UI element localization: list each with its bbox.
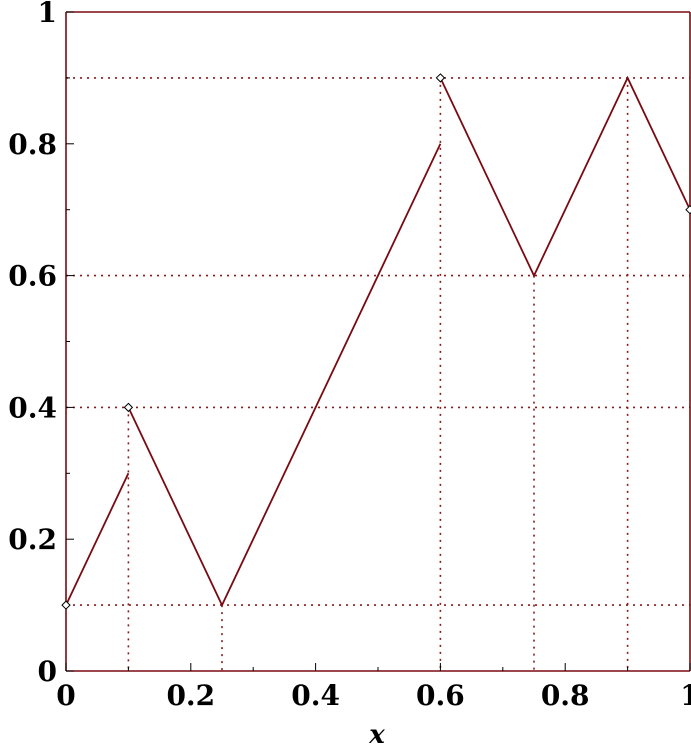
y-tick-label: 0.4 bbox=[8, 391, 57, 424]
data-point-marker bbox=[61, 600, 71, 610]
x-tick-label: 0.8 bbox=[541, 679, 590, 712]
x-tick-label: 1 bbox=[680, 679, 691, 712]
x-axis-title: x bbox=[368, 720, 385, 750]
axes bbox=[65, 11, 691, 672]
y-tick-label: 1 bbox=[38, 0, 57, 29]
series-markers bbox=[61, 73, 691, 610]
x-tick-label: 0 bbox=[56, 679, 75, 712]
series-lines bbox=[65, 75, 691, 608]
x-tick-label: 0.4 bbox=[291, 679, 340, 712]
series-segment bbox=[439, 75, 691, 278]
x-tick-label: 0.6 bbox=[416, 679, 465, 712]
data-point-marker bbox=[685, 204, 691, 215]
y-tick-label: 0 bbox=[38, 655, 57, 688]
data-point-marker bbox=[123, 402, 134, 413]
series-segment bbox=[65, 472, 130, 606]
tick-labels: 0 0.2 0.4 0.6 0.8 1 0 0.2 0.4 0.6 0.8 1 bbox=[8, 0, 691, 712]
x-tick-label: 0.2 bbox=[166, 679, 215, 712]
y-tick-label: 0.6 bbox=[8, 260, 57, 293]
y-tick-label: 0.2 bbox=[8, 523, 57, 556]
reference-lines bbox=[66, 77, 690, 671]
y-tick-label: 0.8 bbox=[8, 128, 57, 161]
series-segment bbox=[127, 143, 442, 608]
data-point-marker bbox=[435, 73, 446, 83]
